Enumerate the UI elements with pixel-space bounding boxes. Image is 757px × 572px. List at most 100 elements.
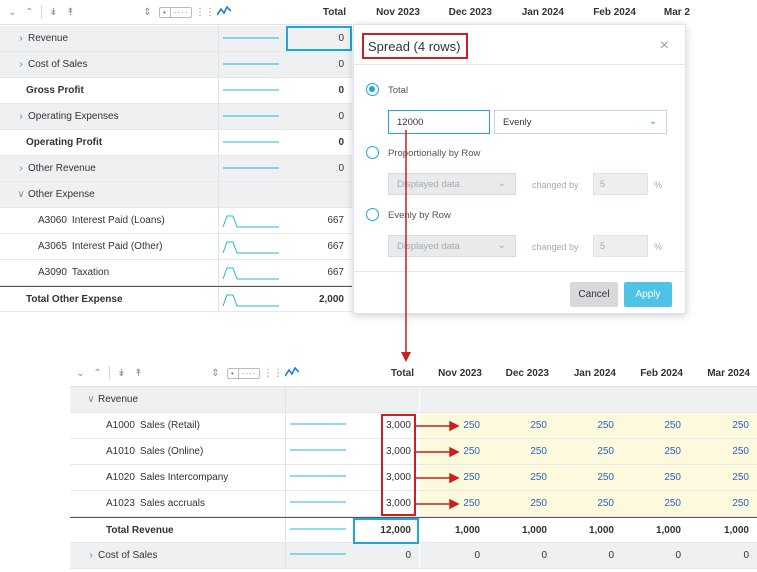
- month-value-cell[interactable]: 250: [488, 413, 555, 438]
- month-value-cell[interactable]: 250: [689, 413, 757, 438]
- drag-handle-icon[interactable]: ⋮⋮: [262, 367, 283, 379]
- split-rows-icon[interactable]: ⇕: [211, 367, 220, 379]
- drag-handle-icon[interactable]: ⋮⋮: [194, 6, 215, 18]
- table-row[interactable]: A1010 Sales (Online) 3,000 250 250 250 250 250: [70, 439, 757, 465]
- table-row[interactable]: › Cost of Sales 0: [0, 52, 352, 78]
- month-value-cell[interactable]: 0: [622, 543, 689, 568]
- chevron-right-icon[interactable]: ›: [19, 59, 23, 70]
- double-chevron-down-icon[interactable]: ↡: [49, 6, 58, 18]
- table-row[interactable]: A3065 Interest Paid (Other) 667: [0, 234, 352, 260]
- month-value-cell[interactable]: 0: [689, 543, 757, 568]
- double-chevron-up-icon[interactable]: ↟: [134, 367, 143, 379]
- month-value-cell[interactable]: 250: [555, 439, 622, 464]
- month-value-cell[interactable]: 250: [622, 439, 689, 464]
- chevron-down-icon[interactable]: ⌄: [8, 6, 17, 18]
- row-total[interactable]: 3,000: [385, 498, 411, 509]
- month-value-cell[interactable]: 250: [488, 491, 555, 516]
- radio-evenly-by-row[interactable]: [366, 208, 379, 221]
- month-value-cell[interactable]: 250: [555, 413, 622, 438]
- row-total[interactable]: 3,000: [385, 420, 411, 431]
- close-icon[interactable]: ×: [659, 37, 669, 54]
- month-value-cell[interactable]: 250: [689, 465, 757, 490]
- split-rows-icon[interactable]: ⇕: [143, 6, 152, 18]
- table-row[interactable]: › Revenue 0: [0, 26, 352, 52]
- row-total[interactable]: 0: [286, 26, 352, 51]
- view-mode-toggle[interactable]: • ····: [227, 367, 261, 379]
- row-label-cell: A1000 Sales (Retail): [70, 413, 285, 438]
- table-row[interactable]: Gross Profit 0: [0, 78, 352, 104]
- month-value-cell[interactable]: 250: [488, 439, 555, 464]
- table-row[interactable]: ∨ Revenue: [70, 387, 757, 413]
- chevron-up-icon[interactable]: ⌃: [25, 6, 34, 18]
- sparkline-chart-icon[interactable]: [284, 366, 301, 380]
- month-value-cell[interactable]: [555, 387, 622, 412]
- chevron-right-icon[interactable]: ›: [89, 550, 93, 561]
- table-row[interactable]: A3090 Taxation 667: [0, 260, 352, 286]
- row-total[interactable]: 12,000: [380, 524, 411, 536]
- sparkline-chart-icon[interactable]: [216, 5, 233, 19]
- month-value-cell[interactable]: [622, 387, 689, 412]
- row-total[interactable]: 667: [327, 241, 344, 252]
- chevron-down-icon[interactable]: ⌄: [76, 367, 85, 379]
- month-value-cell[interactable]: 0: [555, 543, 622, 568]
- chevron-right-icon[interactable]: ›: [19, 163, 23, 174]
- month-value-cell[interactable]: [689, 387, 757, 412]
- double-chevron-down-icon[interactable]: ↡: [117, 367, 126, 379]
- row-total[interactable]: [286, 182, 352, 207]
- row-total[interactable]: 2,000: [318, 293, 344, 305]
- table-row[interactable]: ∨ Other Expense: [0, 182, 352, 208]
- row-total[interactable]: 0: [353, 543, 419, 568]
- double-chevron-up-icon[interactable]: ↟: [66, 6, 75, 18]
- radio-total[interactable]: [366, 83, 379, 96]
- row-total[interactable]: 667: [327, 267, 344, 278]
- table-row[interactable]: › Cost of Sales 0 0 0 0 0 0: [70, 543, 757, 569]
- month-value-cell[interactable]: 250: [488, 465, 555, 490]
- row-total[interactable]: 0: [286, 156, 352, 181]
- month-value-cell[interactable]: [488, 387, 555, 412]
- month-value-cell[interactable]: 0: [420, 543, 488, 568]
- table-row[interactable]: › Other Revenue 0: [0, 156, 352, 182]
- table-row[interactable]: A1023 Sales accruals 3,000 250 250 250 250 250: [70, 491, 757, 517]
- toolbar-divider: [109, 366, 110, 380]
- month-value-cell[interactable]: 250: [555, 491, 622, 516]
- month-value-cell[interactable]: 1,000: [723, 524, 749, 536]
- table-row[interactable]: A1020 Sales Intercompany 3,000 250 250 250 250…: [70, 465, 757, 491]
- apply-button[interactable]: Apply: [624, 282, 672, 307]
- row-total[interactable]: 0: [338, 85, 344, 96]
- row-total[interactable]: 0: [338, 137, 344, 148]
- month-value-cell[interactable]: 250: [555, 465, 622, 490]
- month-value-cell[interactable]: 1,000: [454, 524, 480, 536]
- view-mode-toggle[interactable]: • ····: [159, 6, 193, 18]
- active-total-cell[interactable]: [286, 26, 352, 51]
- row-total[interactable]: 0: [286, 104, 352, 129]
- row-total[interactable]: 3,000: [385, 446, 411, 457]
- month-value-cell[interactable]: 1,000: [588, 524, 614, 536]
- table-row[interactable]: Total Other Expense 2,000: [0, 286, 352, 312]
- month-value-cell[interactable]: 1,000: [521, 524, 547, 536]
- chevron-up-icon[interactable]: ⌃: [93, 367, 102, 379]
- month-value-cell[interactable]: [420, 387, 488, 412]
- month-value-cell[interactable]: 250: [622, 491, 689, 516]
- spread-amount-input[interactable]: 12000: [388, 110, 490, 134]
- cancel-button[interactable]: Cancel: [570, 282, 618, 307]
- row-total[interactable]: [353, 387, 419, 412]
- table-row[interactable]: › Operating Expenses 0: [0, 104, 352, 130]
- month-value-cell[interactable]: 250: [689, 439, 757, 464]
- row-total[interactable]: 667: [327, 215, 344, 226]
- spread-method-select[interactable]: Evenly ⌄: [494, 110, 667, 134]
- table-row[interactable]: Operating Profit 0: [0, 130, 352, 156]
- chevron-down-icon[interactable]: ∨: [87, 394, 95, 405]
- chevron-down-icon[interactable]: ∨: [17, 189, 25, 200]
- chevron-right-icon[interactable]: ›: [19, 33, 23, 44]
- table-row[interactable]: A3060 Interest Paid (Loans) 667: [0, 208, 352, 234]
- month-value-cell[interactable]: 0: [488, 543, 555, 568]
- row-total[interactable]: 0: [286, 52, 352, 77]
- month-value-cell[interactable]: 250: [622, 465, 689, 490]
- month-value-cell[interactable]: 1,000: [655, 524, 681, 536]
- chevron-right-icon[interactable]: ›: [19, 111, 23, 122]
- month-value-cell[interactable]: 250: [689, 491, 757, 516]
- radio-proportional[interactable]: [366, 146, 379, 159]
- month-value-cell[interactable]: 250: [622, 413, 689, 438]
- active-total-cell[interactable]: [353, 518, 419, 544]
- row-total[interactable]: 3,000: [385, 472, 411, 483]
